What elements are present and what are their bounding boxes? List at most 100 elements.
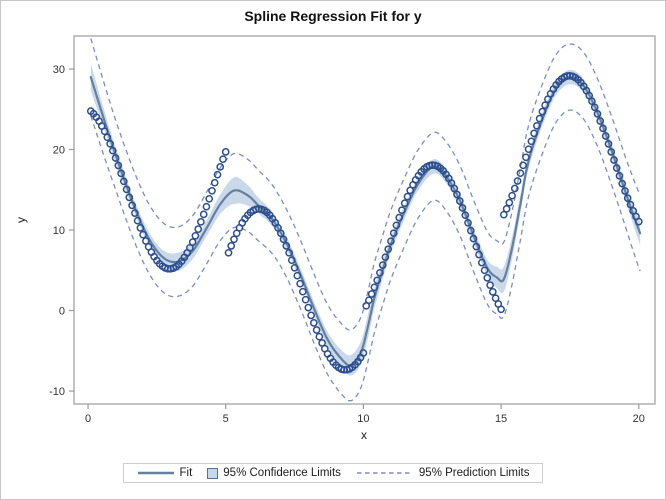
scatter-point <box>541 101 549 110</box>
scatter-point <box>387 237 395 246</box>
scatter-point <box>194 225 203 233</box>
scatter-point <box>508 191 516 200</box>
legend-item-fit: Fit <box>137 467 192 479</box>
scatter-point <box>359 349 368 357</box>
scatter-point <box>596 117 605 125</box>
scatter-point <box>199 210 208 219</box>
scatter-point <box>381 253 390 262</box>
scatter-point <box>315 332 324 341</box>
x-tick-label: 20 <box>633 413 645 425</box>
scatter-point <box>505 198 514 207</box>
scatter-point <box>304 303 313 312</box>
scatter-point <box>202 202 211 211</box>
legend-item-prediction: 95% Prediction Limits <box>356 467 530 479</box>
scatter-point <box>285 248 293 257</box>
scatter-point <box>370 283 379 292</box>
scatter-point <box>453 190 461 199</box>
scatter-point <box>533 121 541 130</box>
y-tick-label: 20 <box>53 145 65 157</box>
scatter-point <box>524 145 533 154</box>
axis-ticks: 0 5 10 15 20 -10 0 10 20 30 <box>49 64 645 425</box>
legend-label-prediction: 95% Prediction Limits <box>418 467 530 479</box>
scatter-point <box>276 229 285 238</box>
scatter-point <box>108 146 117 155</box>
scatter-point <box>610 156 618 164</box>
scatter-point <box>117 169 125 178</box>
y-tick-label: 30 <box>53 64 65 76</box>
y-axis-title: y <box>14 217 28 223</box>
scatter-point <box>527 137 536 146</box>
scatter-point <box>119 177 128 186</box>
y-tick-label: -10 <box>49 386 65 398</box>
scatter-point <box>593 110 602 118</box>
scatter-point <box>216 163 225 171</box>
scatter-point <box>395 213 404 222</box>
scatter-point <box>210 178 219 187</box>
scatter-point <box>513 177 522 185</box>
scatter-point <box>100 127 109 136</box>
scatter-point <box>376 268 384 277</box>
prediction-limit-upper <box>90 38 641 331</box>
scatter-point <box>502 205 511 213</box>
scatter-point <box>213 170 222 179</box>
scatter-point <box>458 204 467 212</box>
scatter-point <box>538 107 547 116</box>
scatter-point <box>466 226 475 235</box>
scatter-point <box>607 148 616 156</box>
scatter-point <box>483 274 492 282</box>
scatter-point <box>450 184 459 193</box>
scatter-point <box>475 250 483 259</box>
scatter-point <box>205 194 214 203</box>
scatter-point <box>403 192 412 201</box>
scatter-point <box>293 271 302 280</box>
scatter-point <box>626 200 635 209</box>
scatter-point <box>530 129 538 138</box>
scatter-point <box>221 148 230 156</box>
scatter-point <box>516 169 525 178</box>
scatter-point <box>488 288 497 296</box>
scatter-point <box>588 97 596 106</box>
confidence-band-area <box>90 63 641 376</box>
scatter-point <box>510 184 519 193</box>
y-tick-label: 10 <box>53 225 65 237</box>
scatter-point <box>290 263 299 272</box>
prediction-limit-lower <box>90 109 641 402</box>
scatter-point <box>634 217 643 226</box>
scatter-point <box>230 235 238 244</box>
scatter-point <box>191 231 200 240</box>
scatter-point <box>301 295 310 304</box>
scatter-point <box>535 114 544 123</box>
scatter-point <box>282 242 291 250</box>
scatter-point <box>522 153 530 162</box>
scatter-point <box>497 305 505 314</box>
fit-line-swatch-icon <box>137 471 174 475</box>
scatter-point <box>224 248 233 257</box>
scatter-point <box>477 258 486 267</box>
scatter-point <box>136 224 145 232</box>
scatter-point <box>400 199 409 208</box>
scatter-point <box>464 218 472 227</box>
scatter-point <box>133 216 142 225</box>
legend-item-confidence: 95% Confidence Limits <box>207 467 341 479</box>
scatter-point <box>461 211 470 220</box>
scatter-point <box>114 161 123 170</box>
legend-box: Fit 95% Confidence Limits 95% Prediction… <box>122 463 544 483</box>
scatter-point <box>279 235 288 244</box>
x-tick-label: 15 <box>495 413 507 425</box>
chart-title: Spline Regression Fit for y <box>244 8 422 24</box>
scatter-point <box>309 319 318 327</box>
scatter-point <box>131 209 139 217</box>
scatter-point <box>111 154 120 162</box>
scatter-point <box>287 256 296 265</box>
scatter-point <box>604 140 613 148</box>
scatter-point <box>621 187 629 195</box>
scatter-point <box>227 242 236 250</box>
scatter-point <box>307 311 315 320</box>
scatter-point <box>601 132 610 140</box>
scatter-point <box>367 290 376 298</box>
scatter-point <box>365 296 373 305</box>
scatter-point <box>378 261 387 269</box>
x-axis-title: x <box>361 428 367 442</box>
x-tick-label: 10 <box>357 413 369 425</box>
